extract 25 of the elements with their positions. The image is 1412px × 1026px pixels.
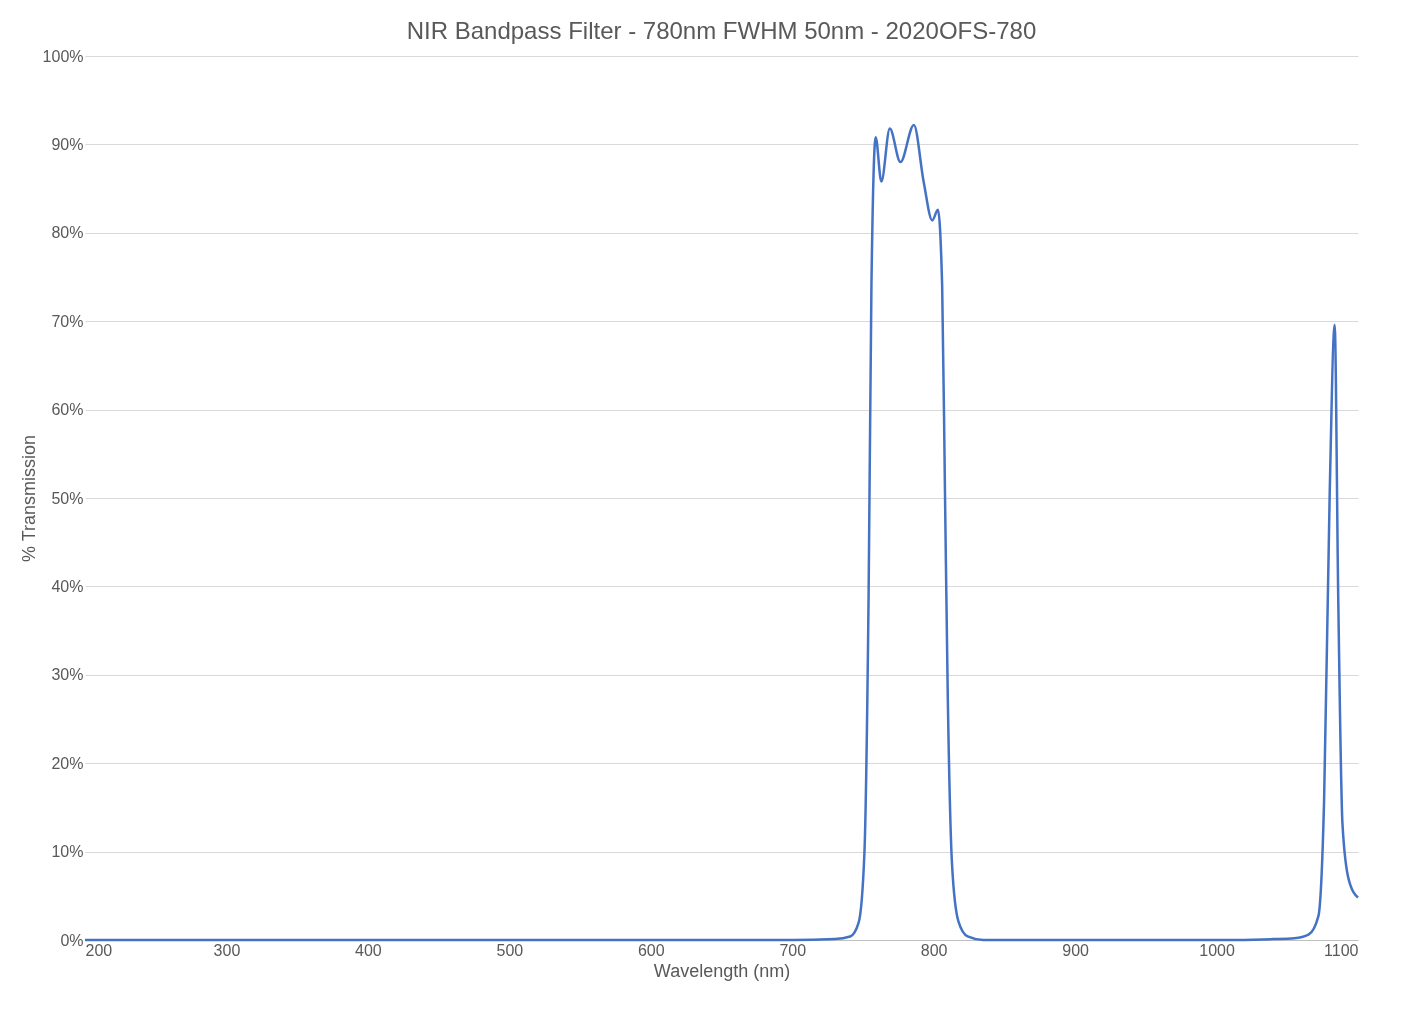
x-tick-label: 800 bbox=[920, 941, 948, 959]
y-tick-label: 50% bbox=[51, 489, 84, 507]
y-tick-label: 40% bbox=[51, 577, 84, 595]
x-tick-label: 1100 bbox=[1324, 941, 1359, 959]
y-tick-label: 20% bbox=[51, 754, 84, 772]
y-tick-label: 60% bbox=[51, 401, 84, 419]
x-tick-label: 500 bbox=[496, 941, 524, 959]
x-tick-label: 400 bbox=[355, 941, 382, 959]
y-tick-label: 70% bbox=[51, 312, 84, 330]
x-tick-label: 200 bbox=[85, 941, 113, 959]
line-series bbox=[83, 123, 1360, 942]
chart-title: NIR Bandpass Filter - 780nm FWHM 50nm - 2020OFS-780 bbox=[406, 17, 1037, 44]
x-tick-label: 300 bbox=[213, 941, 241, 959]
x-tick-label: 700 bbox=[779, 941, 807, 959]
y-tick-label: 100% bbox=[42, 47, 84, 65]
x-tick-label: 600 bbox=[637, 941, 665, 959]
y-tick-label: 90% bbox=[51, 135, 84, 153]
y-tick-label: 0% bbox=[60, 931, 84, 949]
x-tick-label: 900 bbox=[1062, 941, 1090, 959]
y-tick-label: 30% bbox=[51, 666, 84, 684]
y-axis-title: % Transmission bbox=[18, 434, 39, 563]
y-tick-label: 10% bbox=[51, 843, 84, 861]
x-tick-label: 1000 bbox=[1199, 941, 1235, 959]
y-tick-label: 80% bbox=[51, 224, 84, 242]
x-axis-title: Wavelength (nm) bbox=[653, 960, 791, 981]
